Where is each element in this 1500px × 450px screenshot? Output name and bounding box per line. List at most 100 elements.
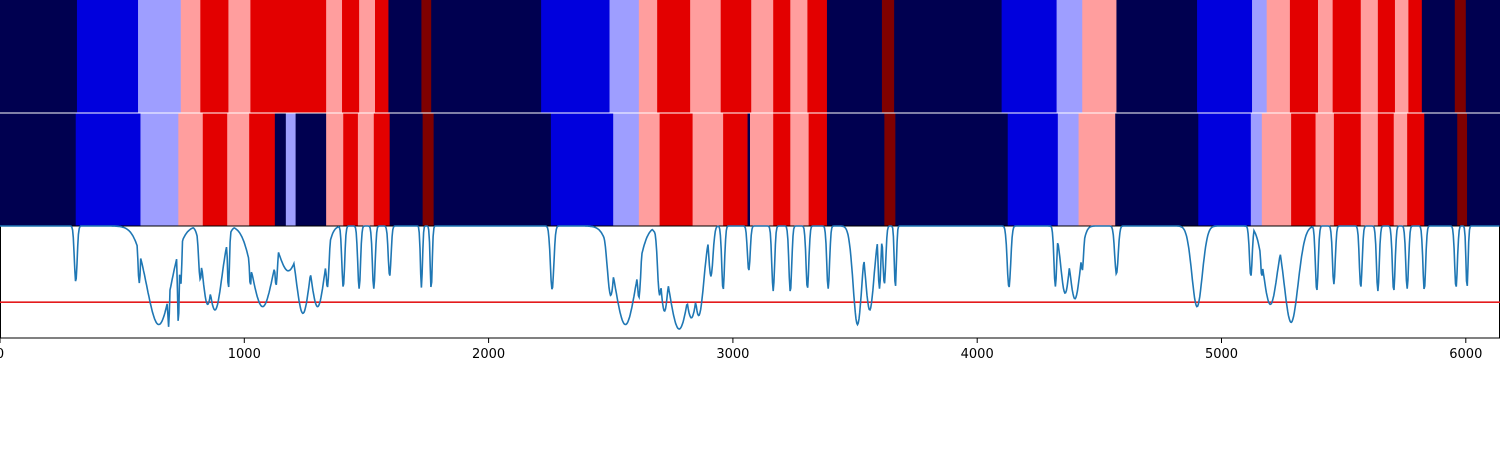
heatmap-cell: [1007, 113, 1059, 226]
heatmap-cell: [1377, 113, 1395, 226]
heatmap-cell: [826, 0, 883, 113]
heatmap-cell: [826, 113, 885, 226]
heatmap-cell: [295, 113, 327, 226]
heatmap-cell: [747, 113, 751, 226]
heatmap-cell: [178, 113, 204, 226]
heatmap-cell: [421, 0, 432, 113]
heatmap-cell: [808, 113, 828, 226]
heatmap-cell: [228, 0, 251, 113]
heatmap-cell: [76, 0, 139, 113]
heatmap-cell: [1407, 113, 1425, 226]
heatmap-cell: [613, 113, 640, 226]
heatmap-cell: [342, 0, 360, 113]
heatmap-cell: [389, 113, 424, 226]
heatmap-cell: [0, 113, 77, 226]
heatmap-cell: [138, 0, 182, 113]
heatmap-cell: [790, 0, 808, 113]
heatmap-cell: [1377, 0, 1396, 113]
heatmap-cell: [1266, 0, 1291, 113]
heatmap-cell: [1332, 0, 1362, 113]
x-tick-label: 0: [0, 347, 4, 362]
heatmap-cell: [1001, 0, 1057, 113]
x-tick-label: 5000: [1205, 347, 1238, 362]
heatmap-cell: [790, 113, 810, 226]
heatmap-cell: [638, 0, 658, 113]
heatmap-cell: [1289, 0, 1319, 113]
heatmap-cell: [285, 113, 297, 226]
heatmap-cell: [1394, 0, 1409, 113]
heatmap-cell: [422, 113, 435, 226]
heatmap-cell: [723, 113, 748, 226]
heatmap-cell: [1408, 0, 1423, 113]
heatmap-cell: [1457, 113, 1468, 226]
heatmap-cell: [343, 113, 359, 226]
heatmap-cell: [1250, 113, 1263, 226]
heatmap-cell: [1467, 113, 1500, 226]
heatmap-track-2: [0, 113, 1500, 226]
heatmap-cell: [690, 0, 722, 113]
heatmap-cell: [773, 0, 791, 113]
heatmap-track-1: [0, 0, 1500, 113]
heatmap-cell: [895, 113, 1009, 226]
signal-line: [0, 225, 1500, 330]
x-tick-label: 4000: [961, 347, 994, 362]
heatmap-cell: [1197, 0, 1253, 113]
heatmap-cell: [357, 113, 375, 226]
heatmap-cell: [894, 0, 1003, 113]
x-tick-label: 6000: [1449, 347, 1482, 362]
heatmap-cell: [388, 0, 422, 113]
heatmap-cell: [884, 113, 896, 226]
heatmap-cell: [431, 0, 542, 113]
heatmap-cell: [1057, 113, 1079, 226]
heatmap-cell: [375, 0, 389, 113]
heatmap-cell: [807, 0, 828, 113]
heatmap-cell: [359, 0, 376, 113]
heatmap-cell: [75, 113, 141, 226]
heatmap-cell: [1115, 113, 1199, 226]
heatmap-cell: [1261, 113, 1292, 226]
heatmap-cell: [1291, 113, 1316, 226]
heatmap-cell: [0, 0, 78, 113]
heatmap-cell: [657, 0, 691, 113]
heatmap-cell: [250, 0, 327, 113]
x-tick-label: 1000: [228, 347, 261, 362]
heatmap-cell: [1360, 0, 1379, 113]
heatmap-cell: [1424, 113, 1458, 226]
heatmap-cell: [180, 0, 201, 113]
heatmap-cell: [1078, 113, 1116, 226]
heatmap-cell: [550, 113, 614, 226]
heatmap-cell: [326, 0, 343, 113]
heatmap-cell: [1360, 113, 1379, 226]
heatmap-cell: [274, 113, 287, 226]
heatmap-cell: [1421, 0, 1456, 113]
heatmap-cell: [1116, 0, 1198, 113]
heatmap-cell: [638, 113, 661, 226]
heatmap-cell: [1333, 113, 1362, 226]
heatmap-cell: [720, 0, 752, 113]
heatmap-cell: [200, 0, 229, 113]
heatmap-cell: [227, 113, 250, 226]
signal-panel: [0, 225, 1500, 339]
heatmap-cell: [659, 113, 693, 226]
heatmap-cell: [202, 113, 228, 226]
heatmap-cell: [1315, 113, 1335, 226]
heatmap-cell: [373, 113, 391, 226]
x-tick-label: 3000: [716, 347, 749, 362]
heatmap-cell: [541, 0, 610, 113]
heatmap-cell: [773, 113, 791, 226]
heatmap-cell: [1198, 113, 1252, 226]
heatmap-cell: [751, 0, 774, 113]
heatmap-cell: [609, 0, 640, 113]
heatmap-cell: [140, 113, 179, 226]
x-axis: 0 1000 2000 3000 4000 5000 6000: [0, 338, 1482, 362]
heatmap-cell: [1056, 0, 1083, 113]
heatmap-cell: [692, 113, 724, 226]
heatmap-cell: [326, 113, 344, 226]
heatmap-cell: [1317, 0, 1334, 113]
heatmap-cell: [1465, 0, 1500, 113]
heatmap-cell: [433, 113, 552, 226]
heatmap-cell: [1454, 0, 1467, 113]
heatmap-cell: [1082, 0, 1117, 113]
heatmap-cell: [881, 0, 895, 113]
